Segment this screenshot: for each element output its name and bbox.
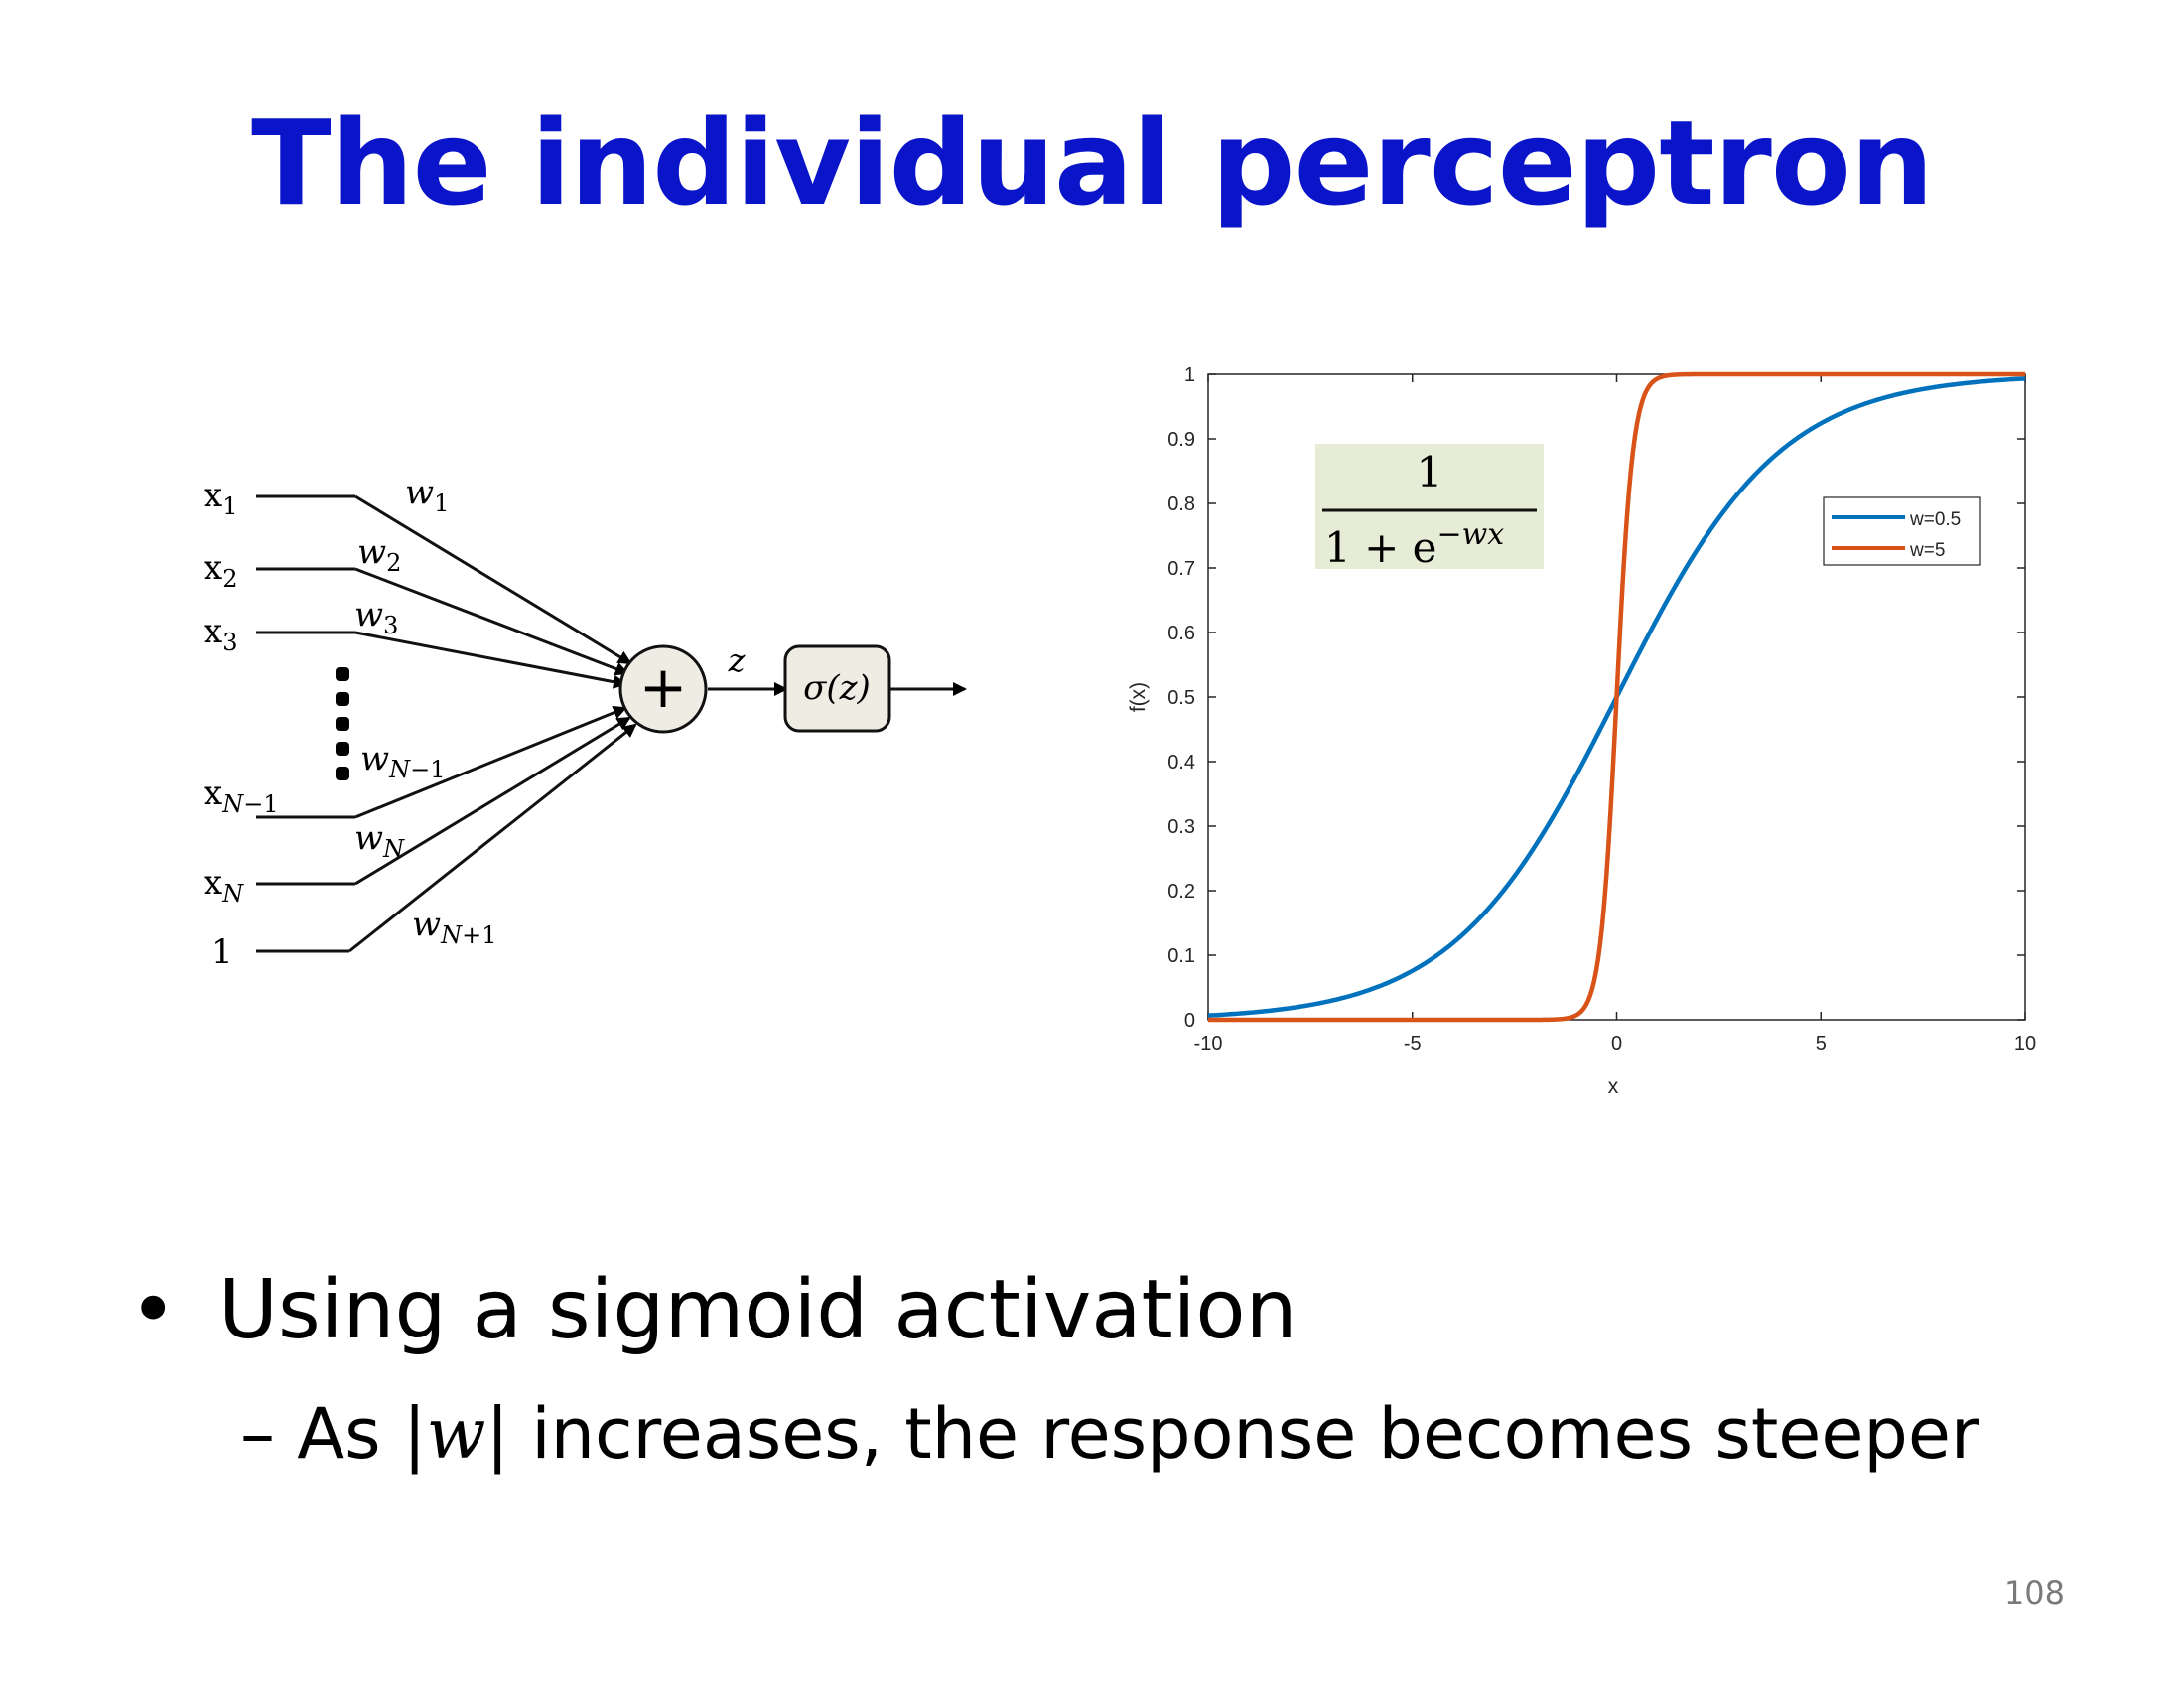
x-axis-label: x [1608, 1075, 1619, 1098]
sum-node [618, 644, 708, 734]
input-label-bias: 1 [211, 932, 233, 972]
y-tick-label: 0.9 [1167, 429, 1195, 451]
bullet-item: • Using a sigmoid activation [129, 1263, 1297, 1357]
weight-edge-2 [354, 567, 629, 676]
curves [1207, 371, 2026, 1023]
weight-edge-3 [354, 631, 627, 689]
legend-label-0: w=0.5 [1909, 509, 1961, 530]
sub-bullet-text-start: As | [297, 1393, 427, 1475]
slide-title: The individual perceptron [251, 94, 1934, 231]
sum-symbol: + [639, 653, 688, 721]
x-tick-label: 0 [1611, 1033, 1622, 1055]
y-tick-label: 0.5 [1167, 687, 1195, 709]
sub-bullet: – As |w| increases, the response becomes… [240, 1393, 1979, 1475]
activation-label: σ(z) [803, 668, 871, 708]
x-tick-label: 5 [1816, 1033, 1827, 1055]
y-tick-label: 0.4 [1167, 752, 1195, 774]
y-tick-label: 0.6 [1167, 623, 1195, 644]
x-tick-label: -10 [1194, 1033, 1223, 1055]
formula-background [1315, 444, 1544, 569]
legend: w=0.5 w=5 [1823, 496, 1981, 566]
legend-label-1: w=5 [1909, 540, 1945, 561]
y-tick-label: 0.7 [1167, 558, 1195, 580]
y-tick-label: 0.1 [1167, 945, 1195, 967]
y-tick-label: 0.8 [1167, 493, 1195, 515]
sub-bullet-dash: – [240, 1393, 275, 1475]
sub-bullet-variable: w [426, 1393, 486, 1475]
weight-edge-1 [354, 494, 632, 665]
y-tick-label: 0.2 [1167, 881, 1195, 903]
weight-edge-n-minus-1 [354, 706, 627, 819]
y-tick-label: 0.3 [1167, 816, 1195, 838]
y-axis-label: f(x) [1127, 682, 1150, 712]
sub-bullet-text-end: | increases, the response becomes steepe… [485, 1393, 1979, 1475]
axis-ticks: -10 -5 0 5 10 0 0.1 0.2 0.3 0.4 0.5 0.6 0.7 0.8 0.9 1 [1167, 364, 2036, 1055]
formula-denominator: 1 + e−wx [1324, 517, 1504, 572]
weight-edge-n [354, 716, 631, 886]
series-line-1 [1208, 371, 2025, 1023]
y-tick-label: 1 [1184, 364, 1195, 386]
bullet-dot: • [129, 1263, 178, 1357]
legend-box [1823, 496, 1981, 566]
z-label: z [728, 641, 747, 679]
x-tick-label: 10 [2014, 1033, 2036, 1055]
weight-edge-bias [348, 723, 637, 953]
ellipsis-dots [336, 667, 349, 780]
x-tick-label: -5 [1404, 1033, 1422, 1055]
sigmoid-formula: 1 1 + e−wx [1315, 444, 1544, 572]
activation-box [783, 644, 891, 733]
page-number: 108 [2003, 1574, 2065, 1612]
formula-numerator: 1 [1417, 448, 1443, 496]
y-tick-label: 0 [1184, 1010, 1195, 1032]
bullet-text: Using a sigmoid activation [218, 1263, 1297, 1357]
